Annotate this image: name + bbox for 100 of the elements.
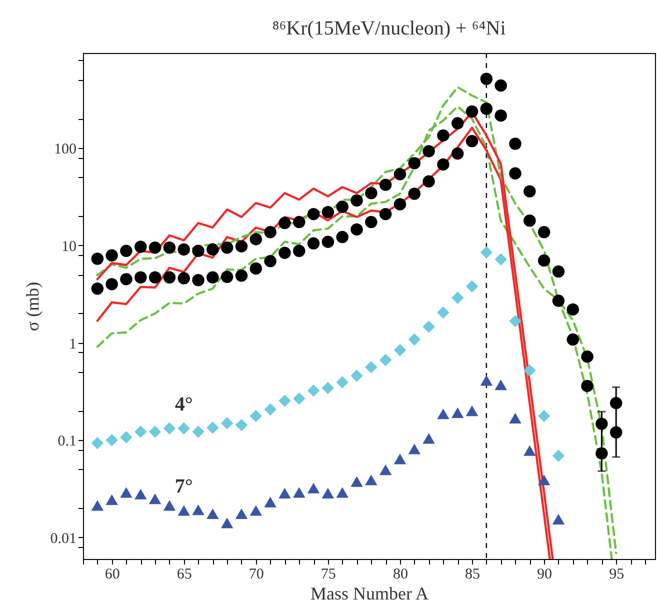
point (292, 392, 306, 405)
point (552, 514, 565, 524)
point (220, 270, 234, 284)
point (538, 474, 550, 486)
point (480, 72, 493, 85)
point (163, 271, 176, 284)
x-tick-label: 85 (465, 566, 480, 582)
x-tick-label: 60 (104, 566, 120, 582)
point (206, 271, 219, 284)
point (466, 405, 478, 416)
point (336, 200, 348, 213)
point (307, 482, 320, 494)
point (494, 109, 507, 122)
point (336, 230, 348, 244)
point (220, 518, 234, 528)
point (524, 445, 536, 456)
point (350, 223, 363, 236)
point (437, 408, 450, 420)
point (250, 505, 262, 516)
point (581, 350, 594, 363)
point (466, 280, 478, 292)
point (120, 244, 132, 257)
point (480, 246, 493, 258)
point (566, 303, 579, 316)
point (292, 216, 306, 228)
point (394, 168, 406, 180)
point (466, 105, 478, 118)
point (437, 306, 450, 319)
point (292, 487, 306, 498)
point (451, 407, 464, 418)
point (250, 233, 262, 246)
point (408, 333, 421, 346)
point (206, 243, 219, 256)
point (451, 117, 464, 130)
point (509, 412, 522, 424)
point (148, 242, 162, 254)
point (91, 437, 104, 450)
point (292, 244, 306, 257)
point (365, 187, 378, 200)
point (350, 194, 363, 207)
point (437, 158, 450, 171)
point (163, 242, 176, 254)
point (120, 431, 132, 444)
x-axis-title: Mass Number A (310, 584, 428, 604)
point (451, 292, 464, 304)
point (106, 494, 118, 506)
point (322, 236, 334, 248)
point (566, 333, 579, 346)
y-tick-label: 0.1 (58, 434, 76, 450)
point (322, 382, 334, 394)
point (408, 444, 421, 454)
point (307, 237, 320, 250)
point (178, 422, 190, 434)
chart-title: ⁸⁶Kr(15MeV/nucleon) + ⁶⁴Ni (272, 17, 506, 40)
y-axis-title: σ (mb) (22, 282, 42, 332)
point (350, 370, 363, 382)
point (365, 474, 378, 486)
point (509, 167, 522, 180)
point (307, 208, 320, 220)
x-tick-label: 65 (176, 566, 192, 582)
point (264, 496, 276, 508)
point (163, 422, 176, 434)
point (552, 265, 565, 278)
point (422, 175, 435, 188)
point (235, 240, 248, 252)
point (466, 135, 478, 148)
point (394, 198, 406, 210)
point (581, 380, 594, 392)
point (422, 433, 435, 444)
point (350, 476, 363, 487)
point (120, 273, 132, 286)
point (451, 147, 464, 160)
point (552, 450, 565, 462)
point (538, 254, 550, 267)
point (437, 129, 450, 142)
point (148, 271, 162, 284)
point (365, 216, 378, 228)
point (365, 361, 378, 374)
point (264, 255, 276, 268)
point (278, 488, 291, 498)
point (408, 188, 421, 200)
point (148, 494, 162, 504)
point (250, 262, 262, 275)
point (322, 206, 334, 218)
point (106, 249, 118, 262)
point (148, 426, 162, 438)
x-tick-label: 95 (609, 566, 624, 582)
point (394, 454, 406, 464)
point (91, 282, 104, 295)
point (379, 208, 392, 220)
point (106, 434, 118, 446)
point (192, 244, 204, 257)
point (538, 410, 550, 422)
y-tick-label: 10 (62, 238, 76, 255)
point (278, 216, 291, 230)
point (163, 500, 176, 511)
point (134, 426, 147, 438)
point (134, 271, 147, 284)
y-tick-label: 100 (54, 142, 76, 158)
point (379, 464, 392, 476)
